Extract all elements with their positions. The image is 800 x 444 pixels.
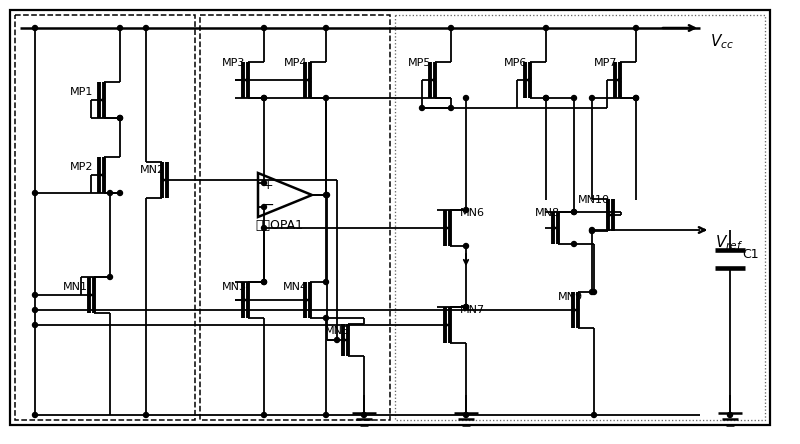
Text: MP4: MP4 xyxy=(284,58,307,68)
Circle shape xyxy=(323,193,329,198)
Circle shape xyxy=(543,95,549,100)
Circle shape xyxy=(33,293,38,297)
Circle shape xyxy=(33,25,38,31)
Circle shape xyxy=(590,227,594,233)
Circle shape xyxy=(262,205,266,210)
Text: $V_{cc}$: $V_{cc}$ xyxy=(710,32,734,51)
Circle shape xyxy=(543,25,549,31)
Circle shape xyxy=(634,95,638,100)
Circle shape xyxy=(323,412,329,417)
Circle shape xyxy=(262,181,266,186)
Circle shape xyxy=(362,412,366,417)
Circle shape xyxy=(107,190,113,195)
Text: −: − xyxy=(263,198,274,212)
Circle shape xyxy=(33,412,38,417)
Circle shape xyxy=(323,95,329,100)
Circle shape xyxy=(463,305,469,309)
Circle shape xyxy=(33,308,38,313)
Circle shape xyxy=(571,210,577,214)
Circle shape xyxy=(571,210,577,214)
Circle shape xyxy=(334,337,339,342)
Text: MP3: MP3 xyxy=(222,58,246,68)
Text: MN9: MN9 xyxy=(558,292,583,302)
Circle shape xyxy=(591,412,597,417)
Circle shape xyxy=(590,229,594,234)
Circle shape xyxy=(262,95,266,100)
Circle shape xyxy=(634,95,638,100)
Text: MN3: MN3 xyxy=(222,282,247,292)
Text: MP7: MP7 xyxy=(594,58,618,68)
Circle shape xyxy=(323,280,329,285)
Circle shape xyxy=(463,412,469,417)
Circle shape xyxy=(543,95,549,100)
Circle shape xyxy=(262,25,266,31)
Text: C1: C1 xyxy=(742,248,758,261)
Circle shape xyxy=(323,316,329,321)
Text: MN4: MN4 xyxy=(283,282,308,292)
Circle shape xyxy=(634,25,638,31)
Circle shape xyxy=(463,207,469,213)
Circle shape xyxy=(449,25,454,31)
Bar xyxy=(395,15,765,420)
Text: MN8: MN8 xyxy=(535,208,560,218)
Circle shape xyxy=(463,95,469,100)
Circle shape xyxy=(262,412,266,417)
Circle shape xyxy=(325,193,330,198)
Circle shape xyxy=(262,280,266,285)
Text: MN1: MN1 xyxy=(63,282,88,292)
Text: MN5: MN5 xyxy=(325,326,350,336)
Text: MN7: MN7 xyxy=(460,305,485,315)
Circle shape xyxy=(449,106,454,111)
Circle shape xyxy=(33,322,38,328)
Bar xyxy=(200,15,390,420)
Circle shape xyxy=(143,25,149,31)
Circle shape xyxy=(118,115,122,120)
Text: 运放OPA1: 运放OPA1 xyxy=(255,218,303,231)
Circle shape xyxy=(107,274,113,280)
Circle shape xyxy=(419,106,425,111)
Bar xyxy=(15,15,195,420)
Text: MP1: MP1 xyxy=(70,87,94,97)
Circle shape xyxy=(33,190,38,195)
Circle shape xyxy=(262,226,266,230)
Circle shape xyxy=(590,95,594,100)
Text: MP2: MP2 xyxy=(70,162,94,172)
Text: MN6: MN6 xyxy=(460,208,485,218)
Text: MP5: MP5 xyxy=(408,58,431,68)
Circle shape xyxy=(262,280,266,285)
Circle shape xyxy=(323,25,329,31)
Circle shape xyxy=(591,289,597,294)
Circle shape xyxy=(262,95,266,100)
Text: MN10: MN10 xyxy=(578,195,610,205)
Circle shape xyxy=(463,243,469,249)
Circle shape xyxy=(571,95,577,100)
Text: MP6: MP6 xyxy=(504,58,527,68)
Circle shape xyxy=(590,289,594,294)
Text: +: + xyxy=(263,178,274,191)
Circle shape xyxy=(571,242,577,246)
Circle shape xyxy=(118,25,122,31)
Circle shape xyxy=(463,305,469,309)
Text: $V_{ref}$: $V_{ref}$ xyxy=(715,233,743,252)
Text: MN2: MN2 xyxy=(140,165,165,175)
Circle shape xyxy=(727,412,733,417)
Circle shape xyxy=(118,115,122,120)
Circle shape xyxy=(118,190,122,195)
Circle shape xyxy=(143,412,149,417)
